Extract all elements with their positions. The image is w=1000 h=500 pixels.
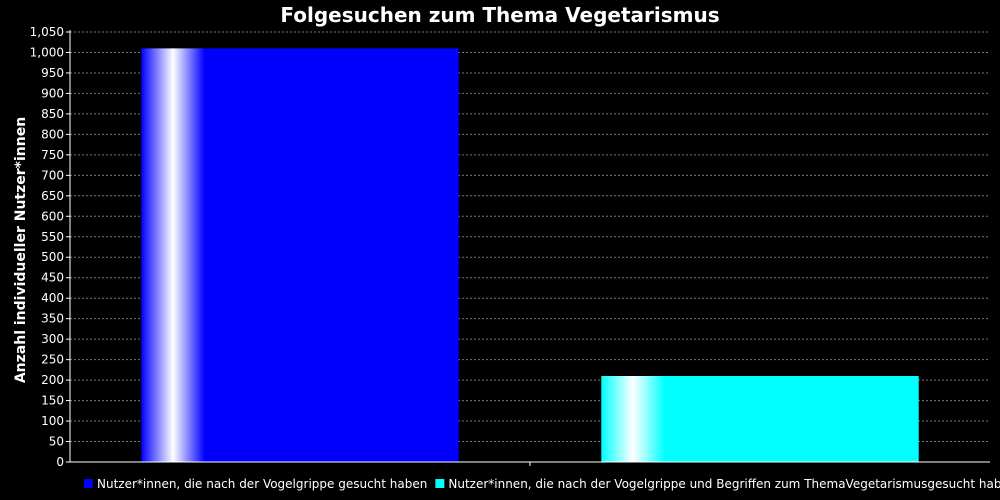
y-tick-label: 800 xyxy=(41,127,64,141)
legend-swatch xyxy=(435,479,445,488)
legend-entry: Nutzer*innen, die nach der Vogelgrippe g… xyxy=(97,477,427,491)
y-axis-ticks: 0 50 100 150 200 250 300 350 400 450 500 550 600 650 7… xyxy=(30,25,70,469)
y-tick-label: 150 xyxy=(41,394,64,408)
y-tick-label: 100 xyxy=(41,414,64,428)
bar xyxy=(601,376,919,462)
y-tick-label: 900 xyxy=(41,86,64,100)
y-tick-label: 0 xyxy=(56,455,64,469)
y-tick-label: 250 xyxy=(41,353,64,367)
y-tick-label: 50 xyxy=(49,435,64,449)
y-tick-label: 550 xyxy=(41,230,64,244)
y-tick-label: 850 xyxy=(41,107,64,121)
y-tick-label: 700 xyxy=(41,168,64,182)
bars xyxy=(141,48,919,462)
legend: Nutzer*innen, die nach der Vogelgrippe g… xyxy=(84,477,1000,491)
y-tick-label: 500 xyxy=(41,250,64,264)
y-tick-label: 600 xyxy=(41,209,64,223)
axes xyxy=(69,30,990,466)
y-tick-label: 350 xyxy=(41,312,64,326)
y-tick-label: 450 xyxy=(41,271,64,285)
legend-entry: Nutzer*innen, die nach der Vogelgrippe u… xyxy=(448,477,1000,491)
y-tick-label: 950 xyxy=(41,66,64,80)
chart-title: Folgesuchen zum Thema Vegetarismus xyxy=(280,3,719,27)
y-tick-label: 650 xyxy=(41,189,64,203)
y-tick-label: 1,050 xyxy=(30,25,64,39)
bar xyxy=(141,48,459,462)
y-tick-label: 750 xyxy=(41,148,64,162)
y-tick-label: 1,000 xyxy=(30,45,64,59)
y-tick-label: 400 xyxy=(41,291,64,305)
y-tick-label: 300 xyxy=(41,332,64,346)
legend-swatch xyxy=(84,479,93,488)
y-axis-label: Anzahl individueller Nutzer*innen xyxy=(13,117,29,383)
y-tick-label: 200 xyxy=(41,373,64,387)
